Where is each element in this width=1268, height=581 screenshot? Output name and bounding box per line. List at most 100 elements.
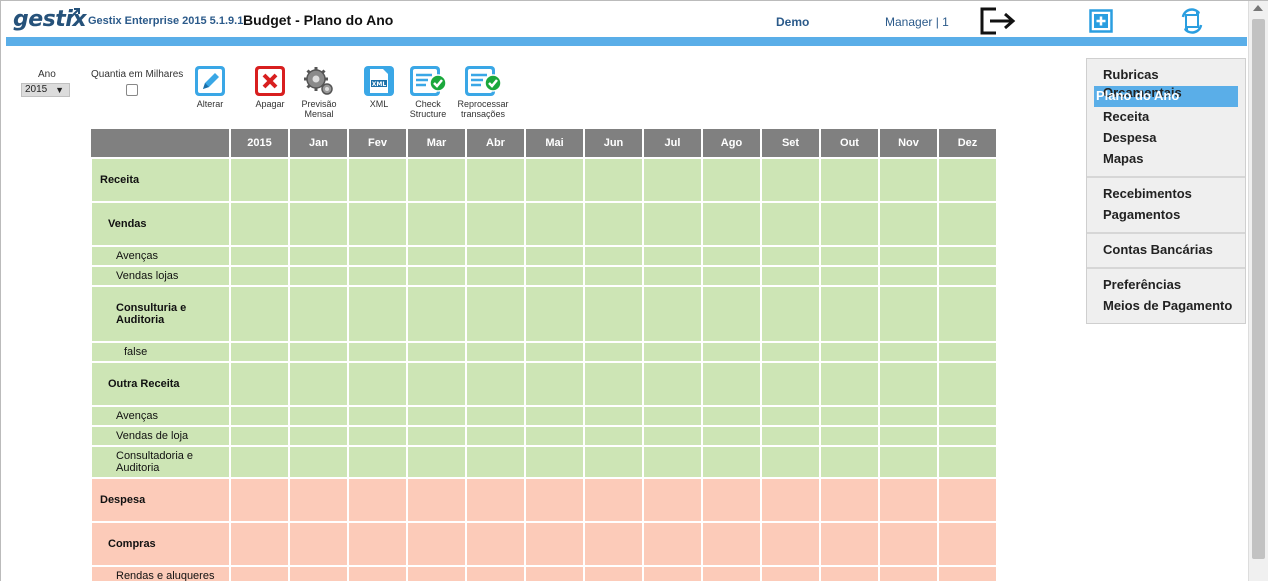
grid-cell[interactable]	[642, 201, 703, 247]
grid-cell[interactable]	[229, 405, 290, 427]
grid-cell[interactable]	[288, 521, 349, 567]
grid-cell[interactable]	[347, 405, 408, 427]
grid-cell[interactable]	[937, 341, 998, 363]
scroll-thumb[interactable]	[1252, 19, 1265, 559]
grid-cell[interactable]	[583, 405, 644, 427]
grid-cell[interactable]	[760, 341, 821, 363]
grid-cell[interactable]	[701, 157, 762, 203]
grid-cell[interactable]	[347, 201, 408, 247]
grid-cell[interactable]	[760, 445, 821, 479]
grid-cell[interactable]	[937, 565, 998, 581]
grid-cell[interactable]	[701, 201, 762, 247]
grid-cell[interactable]	[288, 341, 349, 363]
grid-cell[interactable]	[760, 361, 821, 407]
table-row[interactable]: Consulturia e Auditoria	[90, 285, 998, 343]
grid-cell[interactable]	[347, 361, 408, 407]
grid-cell[interactable]	[583, 201, 644, 247]
check-structure-button[interactable]: Check Structure	[406, 65, 450, 119]
grid-cell[interactable]	[465, 425, 526, 447]
grid-cell[interactable]	[583, 477, 644, 523]
grid-cell[interactable]	[583, 341, 644, 363]
grid-cell[interactable]	[288, 265, 349, 287]
grid-cell[interactable]	[524, 361, 585, 407]
grid-cell[interactable]	[583, 265, 644, 287]
grid-cell[interactable]	[524, 157, 585, 203]
company-link[interactable]: Demo	[776, 15, 810, 29]
grid-cell[interactable]	[937, 405, 998, 427]
table-row[interactable]: false	[90, 341, 998, 363]
grid-cell[interactable]	[878, 157, 939, 203]
grid-cell[interactable]	[524, 265, 585, 287]
grid-cell[interactable]	[642, 157, 703, 203]
grid-cell[interactable]	[465, 521, 526, 567]
grid-cell[interactable]	[819, 157, 880, 203]
grid-cell[interactable]	[760, 425, 821, 447]
grid-cell[interactable]	[524, 521, 585, 567]
grid-cell[interactable]	[465, 477, 526, 523]
grid-cell[interactable]	[524, 245, 585, 267]
grid-cell[interactable]	[347, 477, 408, 523]
grid-cell[interactable]	[229, 285, 290, 343]
grid-cell[interactable]	[878, 477, 939, 523]
grid-cell[interactable]	[524, 285, 585, 343]
grid-cell[interactable]	[406, 245, 467, 267]
grid-cell[interactable]	[524, 201, 585, 247]
grid-cell[interactable]	[524, 477, 585, 523]
grid-cell[interactable]	[347, 265, 408, 287]
grid-cell[interactable]	[819, 521, 880, 567]
grid-cell[interactable]	[642, 405, 703, 427]
grid-cell[interactable]	[819, 445, 880, 479]
grid-cell[interactable]	[406, 425, 467, 447]
grid-cell[interactable]	[878, 341, 939, 363]
grid-cell[interactable]	[878, 265, 939, 287]
grid-cell[interactable]	[583, 285, 644, 343]
grid-cell[interactable]	[937, 445, 998, 479]
user-info[interactable]: Manager | 1	[885, 15, 949, 29]
table-row[interactable]: Receita	[90, 157, 998, 203]
grid-cell[interactable]	[701, 445, 762, 479]
table-row[interactable]: Vendas	[90, 201, 998, 247]
logout-icon[interactable]	[980, 7, 1018, 35]
side-menu-item-mapas[interactable]: Mapas	[1103, 151, 1144, 166]
grid-cell[interactable]	[701, 341, 762, 363]
table-row[interactable]: Rendas e aluqueres	[90, 565, 998, 581]
grid-cell[interactable]	[642, 477, 703, 523]
scroll-up-icon[interactable]	[1253, 5, 1263, 11]
grid-cell[interactable]	[878, 425, 939, 447]
grid-cell[interactable]	[465, 361, 526, 407]
grid-cell[interactable]	[406, 445, 467, 479]
refresh-icon[interactable]	[1179, 8, 1205, 34]
ano-select[interactable]: 2015 ▼	[21, 83, 70, 97]
grid-cell[interactable]	[229, 157, 290, 203]
grid-cell[interactable]	[819, 245, 880, 267]
table-row[interactable]: Avenças	[90, 245, 998, 267]
grid-cell[interactable]	[819, 361, 880, 407]
grid-cell[interactable]	[229, 445, 290, 479]
grid-cell[interactable]	[701, 521, 762, 567]
grid-cell[interactable]	[701, 285, 762, 343]
milhares-checkbox[interactable]	[126, 84, 138, 96]
grid-cell[interactable]	[760, 405, 821, 427]
grid-cell[interactable]	[878, 521, 939, 567]
grid-cell[interactable]	[465, 245, 526, 267]
side-menu-item-despesa[interactable]: Despesa	[1103, 130, 1157, 145]
grid-cell[interactable]	[347, 245, 408, 267]
grid-cell[interactable]	[406, 285, 467, 343]
grid-cell[interactable]	[229, 565, 290, 581]
grid-cell[interactable]	[701, 565, 762, 581]
grid-cell[interactable]	[288, 245, 349, 267]
grid-cell[interactable]	[465, 341, 526, 363]
grid-cell[interactable]	[229, 477, 290, 523]
grid-cell[interactable]	[347, 157, 408, 203]
table-row[interactable]: Vendas de loja	[90, 425, 998, 447]
grid-cell[interactable]	[937, 201, 998, 247]
grid-cell[interactable]	[406, 341, 467, 363]
grid-cell[interactable]	[229, 265, 290, 287]
table-row[interactable]: Compras	[90, 521, 998, 567]
grid-cell[interactable]	[524, 565, 585, 581]
grid-cell[interactable]	[760, 265, 821, 287]
vertical-scrollbar[interactable]	[1248, 1, 1268, 581]
grid-cell[interactable]	[701, 361, 762, 407]
grid-cell[interactable]	[701, 245, 762, 267]
grid-cell[interactable]	[937, 285, 998, 343]
